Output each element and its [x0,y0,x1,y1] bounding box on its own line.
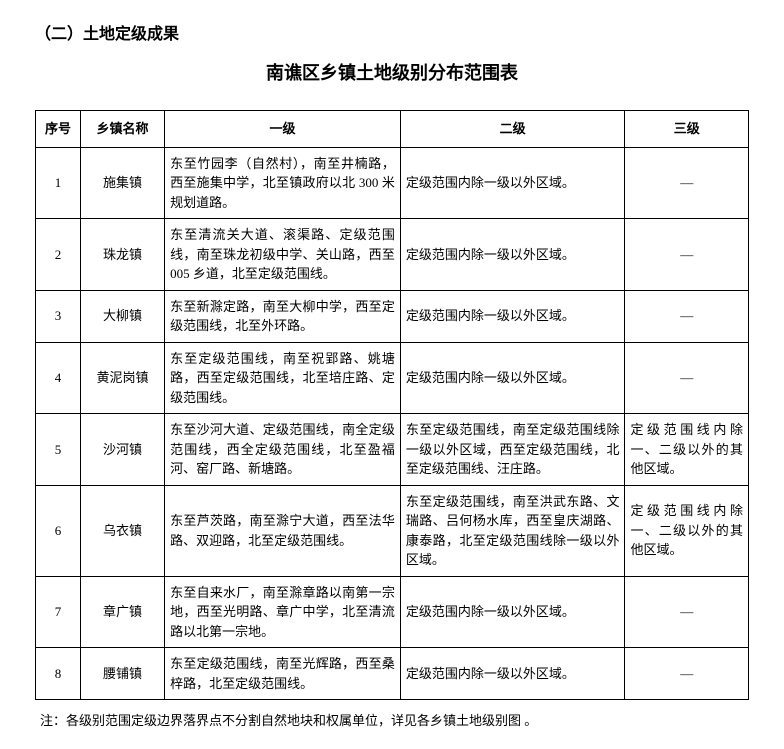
cell-num: 2 [36,219,81,291]
col-header-num: 序号 [36,111,81,148]
col-header-l3: 三级 [625,111,749,148]
section-title: （二）土地定级成果 [35,20,749,44]
cell-l1: 东至定级范围线，南至光辉路，西至桑梓路，北至定级范围线。 [165,648,401,700]
table-row: 3大柳镇东至新滁定路，南至大柳中学，西至定级范围线，北至外环路。定级范围内除一级… [36,290,749,342]
cell-l2: 定级范围内除一级以外区域。 [400,342,625,414]
cell-l1: 东至清流关大道、滚渠路、定级范围线，南至珠龙初级中学、关山路，西至 005 乡道… [165,219,401,291]
col-header-l1: 一级 [165,111,401,148]
cell-l1: 东至芦茨路，南至滁宁大道，西至法华路、双迎路，北至定级范围线。 [165,485,401,576]
col-header-name: 乡镇名称 [80,111,164,148]
cell-num: 3 [36,290,81,342]
table-header-row: 序号 乡镇名称 一级 二级 三级 [36,111,749,148]
cell-l1: 东至沙河大道、定级范围线，南全定级范围线，西全定级范围线，北至盈福河、窑厂路、新… [165,414,401,486]
cell-name: 黄泥岗镇 [80,342,164,414]
table-row: 2珠龙镇东至清流关大道、滚渠路、定级范围线，南至珠龙初级中学、关山路，西至 00… [36,219,749,291]
cell-name: 乌衣镇 [80,485,164,576]
cell-name: 施集镇 [80,147,164,219]
cell-l3: 定级范围线内除一、二级以外的其他区域。 [625,414,749,486]
table-row: 4黄泥岗镇东至定级范围线，南至祝郢路、姚塘路，西至定级范围线，北至培庄路、定级范… [36,342,749,414]
cell-num: 5 [36,414,81,486]
table-title: 南谯区乡镇土地级别分布范围表 [35,59,749,85]
cell-l3: — [625,147,749,219]
cell-num: 4 [36,342,81,414]
cell-l2: 定级范围内除一级以外区域。 [400,290,625,342]
cell-name: 大柳镇 [80,290,164,342]
table-row: 6乌衣镇东至芦茨路，南至滁宁大道，西至法华路、双迎路，北至定级范围线。东至定级范… [36,485,749,576]
table-row: 8腰铺镇东至定级范围线，南至光辉路，西至桑梓路，北至定级范围线。定级范围内除一级… [36,648,749,700]
cell-num: 7 [36,576,81,648]
cell-l1: 东至新滁定路，南至大柳中学，西至定级范围线，北至外环路。 [165,290,401,342]
cell-num: 1 [36,147,81,219]
cell-l3: 定级范围线内除一、二级以外的其他区域。 [625,485,749,576]
cell-l2: 定级范围内除一级以外区域。 [400,219,625,291]
cell-l2: 定级范围内除一级以外区域。 [400,648,625,700]
cell-l3: — [625,648,749,700]
cell-l3: — [625,219,749,291]
cell-l2: 定级范围内除一级以外区域。 [400,147,625,219]
cell-num: 8 [36,648,81,700]
cell-l3: — [625,576,749,648]
footnote: 注：各级别范围定级边界落界点不分割自然地块和权属单位，详见各乡镇土地级别图 。 [35,710,749,729]
cell-l1: 东至竹园李（自然村），南至井楠路，西至施集中学，北至镇政府以北 300 米规划道… [165,147,401,219]
cell-name: 腰铺镇 [80,648,164,700]
col-header-l2: 二级 [400,111,625,148]
cell-l1: 东至定级范围线，南至祝郢路、姚塘路，西至定级范围线，北至培庄路、定级范围线。 [165,342,401,414]
cell-l2: 东至定级范围线，南至定级范围线除一级以外区域，西至定级范围线，北至定级范围线、汪… [400,414,625,486]
cell-name: 章广镇 [80,576,164,648]
cell-l3: — [625,290,749,342]
cell-name: 沙河镇 [80,414,164,486]
cell-num: 6 [36,485,81,576]
cell-l2: 东至定级范围线，南至洪武东路、文瑞路、吕何杨水库，西至皇庆湖路、康泰路，北至定级… [400,485,625,576]
table-row: 7章广镇东至自来水厂，南至滁章路以南第一宗地，西至光明路、章广中学，北至清流路以… [36,576,749,648]
cell-l3: — [625,342,749,414]
cell-l2: 定级范围内除一级以外区域。 [400,576,625,648]
table-row: 5沙河镇东至沙河大道、定级范围线，南全定级范围线，西全定级范围线，北至盈福河、窑… [36,414,749,486]
land-grade-table: 序号 乡镇名称 一级 二级 三级 1施集镇东至竹园李（自然村），南至井楠路，西至… [35,110,749,700]
cell-name: 珠龙镇 [80,219,164,291]
table-row: 1施集镇东至竹园李（自然村），南至井楠路，西至施集中学，北至镇政府以北 300 … [36,147,749,219]
cell-l1: 东至自来水厂，南至滁章路以南第一宗地，西至光明路、章广中学，北至清流路以北第一宗… [165,576,401,648]
